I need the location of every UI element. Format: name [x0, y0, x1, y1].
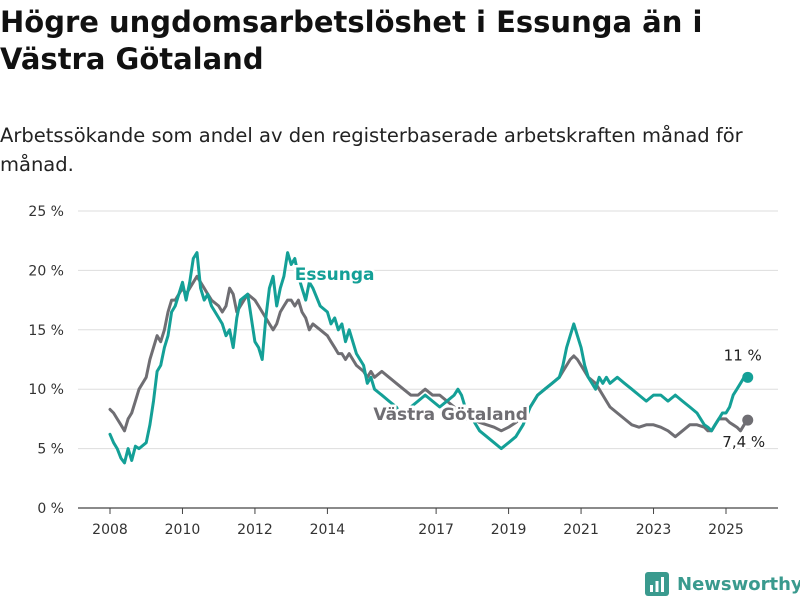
series-line-essunga — [108, 251, 750, 465]
x-tick-label: 2021 — [563, 522, 599, 538]
series-line-v-stra-g-taland — [108, 274, 750, 439]
newsworthy-logo-text: Newsworthy — [677, 573, 800, 595]
series-label-v-stra-g-taland: Västra Götaland — [373, 405, 528, 425]
chart-title: Högre ungdomsarbetslöshet i Essunga än i… — [0, 5, 703, 76]
chart-subtitle: Arbetssökande som andel av den registerb… — [0, 124, 743, 176]
x-axis: 2008 2010 2012 2014 2017 2019 2021 2023 2025 — [92, 508, 744, 538]
grid-lines — [78, 210, 778, 509]
newsworthy-logo-icon — [645, 572, 669, 596]
x-tick-label: 2010 — [165, 522, 201, 538]
x-tick-label: 2012 — [237, 522, 273, 538]
y-tick-label: 25 % — [28, 204, 64, 220]
x-tick-label: 2017 — [418, 522, 454, 538]
end-point-essunga — [742, 371, 754, 383]
y-tick-label: 10 % — [28, 382, 64, 398]
series-label-essunga: Essunga — [295, 265, 375, 285]
x-tick-label: 2023 — [636, 522, 672, 538]
x-tick-label: 2008 — [92, 522, 128, 538]
x-tick-label: 2019 — [491, 522, 527, 538]
series-lines — [108, 251, 754, 465]
x-tick-label: 2025 — [708, 522, 744, 538]
y-axis: 0 % 5 % 10 % 15 % 20 % 25 % — [28, 204, 64, 517]
end-value-label-essunga: 11 % — [724, 346, 762, 364]
x-tick-label: 2014 — [310, 522, 346, 538]
end-point-v-stra-g-taland — [742, 414, 754, 426]
y-tick-label: 5 % — [37, 442, 64, 458]
newsworthy-logo: Newsworthy — [645, 569, 800, 599]
chart-labels: 11 % 7,4 % Essunga Västra Götaland — [292, 262, 767, 453]
end-value-label-vastra-gotaland: 7,4 % — [722, 433, 765, 451]
y-tick-label: 20 % — [28, 263, 64, 279]
y-tick-label: 15 % — [28, 323, 64, 339]
y-tick-label: 0 % — [37, 501, 64, 517]
